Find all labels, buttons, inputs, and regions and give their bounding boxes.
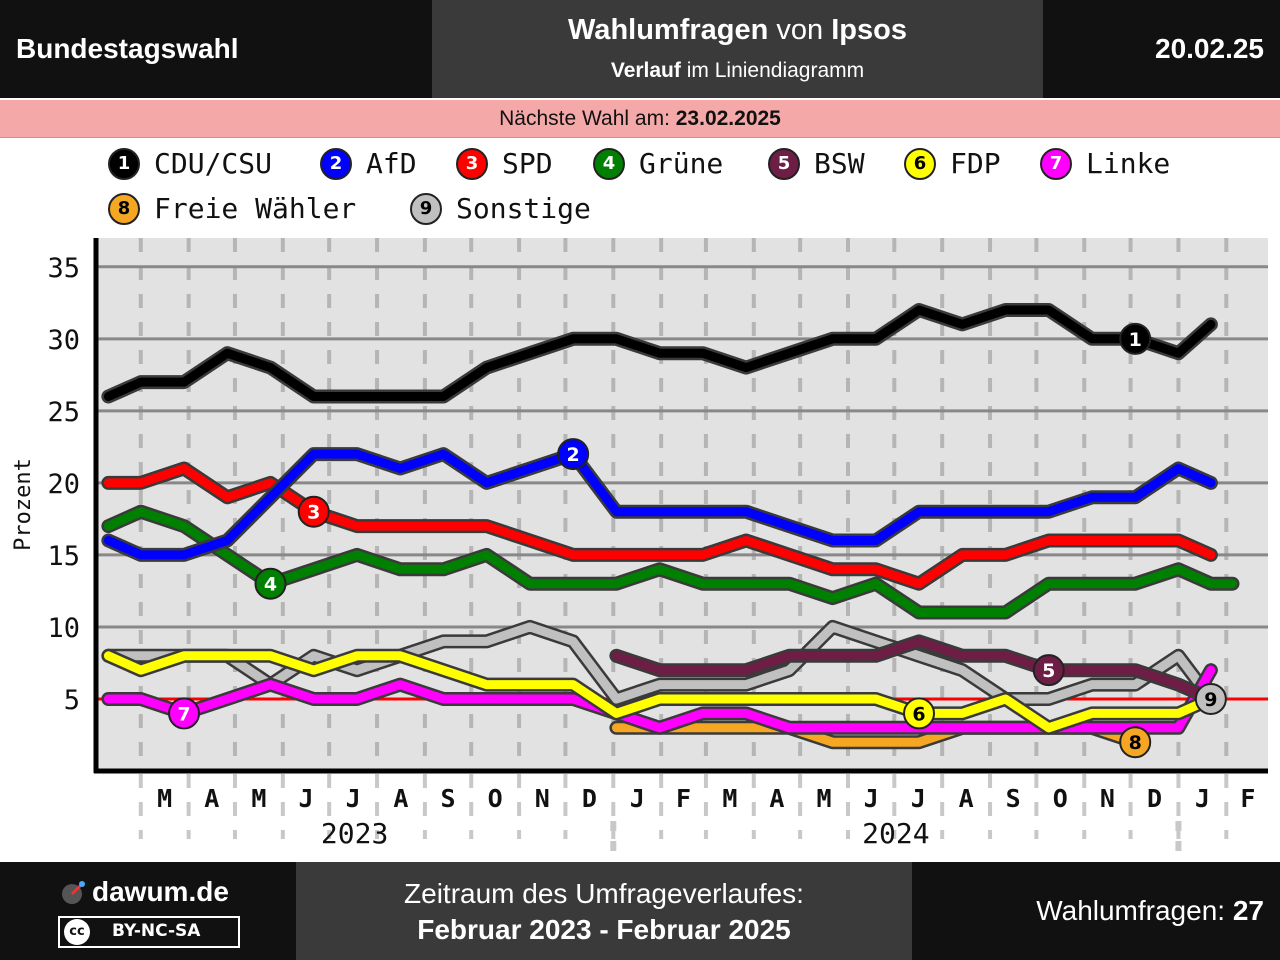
series-badge-number: 9 (1204, 689, 1217, 711)
series-badge (1119, 322, 1152, 355)
series-line (103, 305, 1216, 401)
legend-badge-fdp: 6 (904, 148, 936, 180)
series-badge-number: 3 (307, 502, 320, 524)
series-badge (168, 697, 201, 730)
legend-label-bsw: BSW (814, 147, 865, 180)
x-tick-label: O (1053, 784, 1068, 813)
footer-period-box: Zeitraum des Umfrageverlaufes: Februar 2… (296, 862, 912, 960)
series-badge (1119, 726, 1152, 759)
legend-badge-spd: 3 (456, 148, 488, 180)
header-bar: Bundestagswahl Wahlumfragen von Ipsos Ve… (0, 0, 1280, 98)
x-tick-label: D (1147, 784, 1162, 813)
legend-badge-cdu: 1 (108, 148, 140, 180)
period-value: Februar 2023 - Februar 2025 (417, 914, 791, 945)
year-label: 2024 (862, 817, 929, 850)
series-badge (557, 438, 590, 471)
y-tick-label: 5 (64, 685, 80, 716)
page-subtitle: Verlauf im Liniendiagramm (610, 59, 865, 82)
series-badge-number: 4 (264, 574, 277, 596)
x-tick-label: J (911, 784, 926, 813)
series-badge-number: 1 (1129, 329, 1142, 351)
brand-name: dawum.de (92, 876, 229, 907)
series-line (103, 622, 1216, 704)
legend-badge-bsw: 5 (768, 148, 800, 180)
x-tick-label: M (817, 784, 832, 813)
series-badge (254, 567, 287, 600)
x-tick-label: S (1006, 784, 1021, 813)
cc-icon: cc (64, 919, 90, 945)
series-badge (903, 697, 936, 730)
x-tick-label: J (1195, 784, 1210, 813)
x-tick-label: N (535, 784, 550, 813)
legend-label-fw: Freie Wähler (154, 192, 357, 225)
y-axis-title: Prozent (11, 458, 36, 551)
legend-badge-linke: 7 (1040, 148, 1072, 180)
footer-brand-box: dawum.de cc BY-NC-SA (0, 862, 296, 960)
x-tick-label: S (441, 784, 456, 813)
y-tick-label: 20 (47, 469, 80, 500)
x-tick-label: J (864, 784, 879, 813)
x-tick-label: A (204, 784, 219, 813)
series-badge-number: 2 (567, 444, 580, 466)
series-badge-number: 8 (1129, 732, 1142, 754)
x-tick-label: D (582, 784, 597, 813)
y-tick-label: 15 (47, 541, 80, 572)
legend-label-cdu: CDU/CSU (154, 147, 273, 180)
poll-line-chart: 5 10 15 20 25 30 35 Prozent 1 2 3 4 5 6 7 8 9 M A M J J A S O N D J… (11, 238, 1268, 851)
series-line (103, 665, 1216, 733)
legend-label-fdp: FDP (950, 147, 1001, 180)
x-tick-label: M (251, 784, 266, 813)
legend-label-gruene: Grüne (639, 147, 724, 180)
legend-badge-gruene: 4 (593, 148, 625, 180)
x-tick-label: O (488, 784, 503, 813)
footer-bar: dawum.de cc BY-NC-SA Zeitraum des Umfrag… (0, 862, 1280, 960)
period-label: Zeitraum des Umfrageverlaufes: (404, 878, 804, 909)
header-title-box: Wahlumfragen von Ipsos Verlauf im Linien… (432, 0, 1043, 98)
x-tick-label: A (959, 784, 974, 813)
series-badge (1032, 654, 1065, 687)
x-tick-label: J (298, 784, 313, 813)
series-badge (1194, 682, 1227, 715)
x-tick-label: M (722, 784, 737, 813)
header-date: 20.02.25 (1155, 33, 1264, 64)
y-tick-label: 10 (47, 613, 80, 644)
series-line (611, 636, 1216, 704)
poll-count: Wahlumfragen: 27 (1036, 895, 1264, 926)
series-badge-number: 7 (177, 703, 190, 725)
election-type: Bundestagswahl (16, 33, 239, 64)
x-tick-label: J (630, 784, 645, 813)
y-tick-label: 35 (47, 253, 80, 284)
x-tick-label: F (1240, 784, 1255, 813)
next-election-date: 23.02.2025 (675, 107, 781, 130)
next-election-bar: Nächste Wahl am: 23.02.2025 (0, 100, 1280, 138)
x-tick-label: N (1100, 784, 1115, 813)
page-title: Wahlumfragen von Ipsos (568, 14, 907, 46)
dawum-logo-icon (62, 881, 85, 904)
legend-label-sonstige: Sonstige (456, 192, 591, 225)
x-tick-label: A (393, 784, 408, 813)
legend-badge-fw: 8 (108, 193, 140, 225)
license-badge: cc BY-NC-SA (58, 916, 240, 948)
y-tick-label: 25 (47, 397, 80, 428)
x-tick-label: F (676, 784, 691, 813)
series-badge (297, 495, 330, 528)
series-line (103, 507, 1237, 617)
x-tick-label: J (346, 784, 361, 813)
legend-badge-sonstige: 9 (410, 193, 442, 225)
legend-label-spd: SPD (502, 147, 553, 180)
y-tick-label: 30 (47, 325, 80, 356)
legend-label-afd: AfD (366, 147, 417, 180)
year-label: 2023 (321, 817, 388, 850)
series-badge-number: 5 (1042, 660, 1055, 682)
x-tick-label: M (157, 784, 172, 813)
series-badge-number: 6 (912, 703, 925, 725)
x-tick-label: A (769, 784, 784, 813)
series-line (103, 449, 1216, 560)
series-line (103, 651, 1216, 733)
legend-label-linke: Linke (1086, 147, 1171, 180)
legend-badge-afd: 2 (320, 148, 352, 180)
license-text: BY-NC-SA (112, 921, 201, 941)
